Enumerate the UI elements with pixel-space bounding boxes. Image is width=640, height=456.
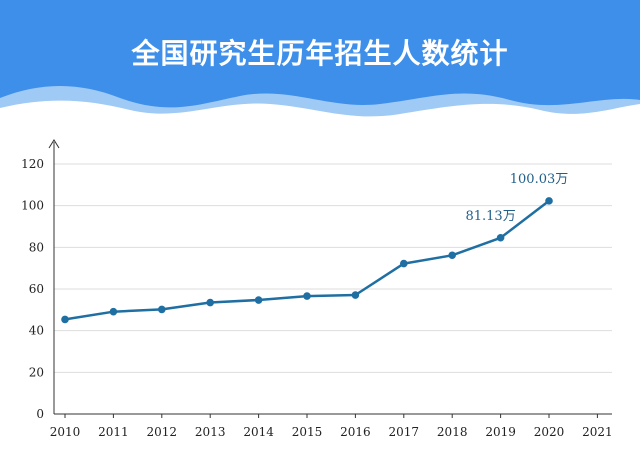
data-point	[206, 298, 214, 307]
x-tick-label: 2016	[340, 425, 371, 439]
y-tick-label: 40	[29, 324, 44, 338]
y-tick-label: 60	[29, 282, 44, 296]
y-tick-label: 120	[21, 157, 44, 171]
x-tick-label: 2021	[582, 425, 613, 439]
data-point	[254, 296, 263, 304]
data-point	[496, 233, 505, 242]
labels: 0 20 40 60 80 100 120 2010 2011 2012 2013 2014 2015 2…	[21, 157, 613, 439]
x-tick-label: 2017	[389, 425, 420, 439]
x-tick-label: 2018	[437, 425, 468, 439]
data-point	[351, 291, 360, 299]
x-tick-label: 2010	[50, 425, 81, 439]
x-tick-label: 2020	[534, 425, 565, 439]
data-point	[61, 315, 69, 324]
y-tick-label: 100	[21, 199, 44, 213]
data-label: 100.03万	[510, 172, 569, 187]
axes	[48, 139, 612, 418]
data-point	[303, 292, 311, 300]
data-points	[61, 197, 553, 324]
data-point	[400, 259, 408, 268]
x-tick-label: 2013	[195, 425, 226, 439]
y-tick-label: 20	[29, 365, 44, 379]
page-title: 全国研究生历年招生人数统计	[131, 37, 509, 70]
data-label: 81.13万	[465, 209, 515, 224]
x-tick-label: 2012	[147, 425, 178, 439]
data-point	[545, 197, 553, 205]
data-point	[448, 251, 457, 260]
y-tick-label: 80	[29, 240, 44, 254]
x-tick-label: 2015	[292, 425, 323, 439]
grid-lines	[54, 163, 612, 373]
x-tick-label: 2019	[485, 425, 516, 439]
header-banner: 全国研究生历年招生人数统计	[0, 0, 640, 140]
x-tick-label: 2014	[243, 425, 274, 439]
x-tick-label: 2011	[98, 425, 129, 439]
y-axis-arrow-icon	[48, 139, 60, 149]
data-point	[158, 305, 166, 314]
header-wave-background	[0, 0, 640, 140]
data-point	[109, 307, 118, 316]
y-tick-label: 0	[36, 407, 44, 421]
